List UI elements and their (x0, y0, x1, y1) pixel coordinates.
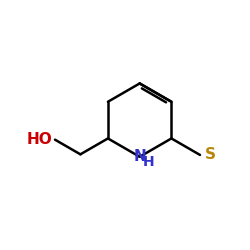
Text: HO: HO (27, 132, 52, 147)
Text: S: S (204, 148, 216, 162)
Text: N: N (133, 149, 146, 164)
Text: H: H (143, 155, 155, 169)
